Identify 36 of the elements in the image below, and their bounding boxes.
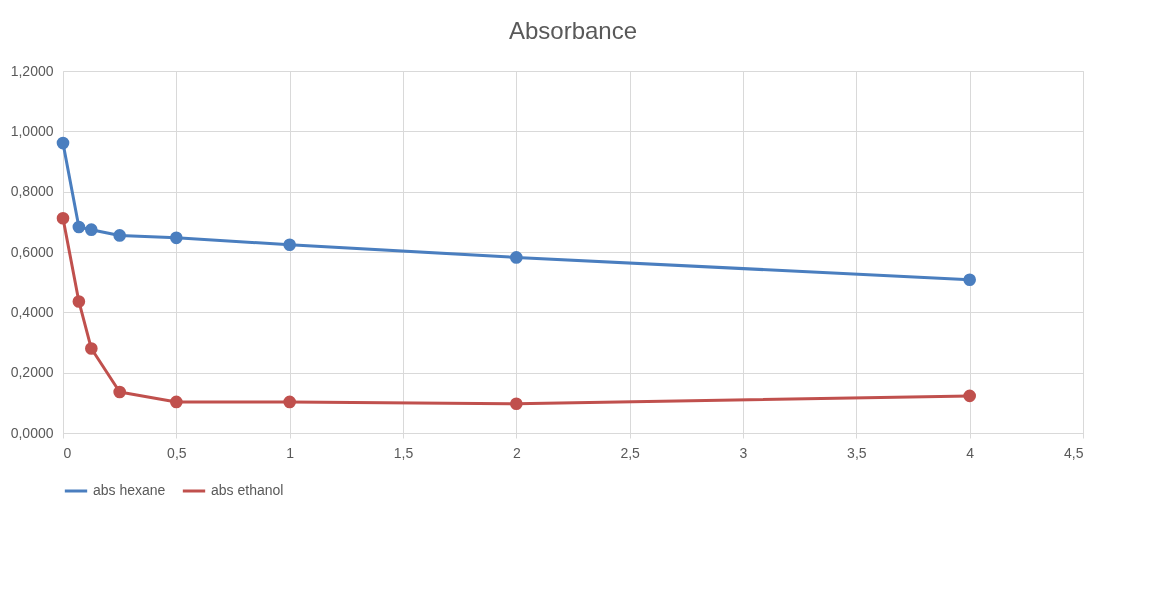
point: [283, 395, 296, 409]
x-tick-label: 3: [739, 444, 748, 461]
point: [963, 273, 976, 287]
y-tick-label: 0,6000: [10, 243, 54, 260]
x-tick-label: 2: [512, 444, 521, 461]
y-tick-label: 1,2000: [10, 62, 54, 79]
legend-label: abs ethanol: [211, 482, 284, 498]
x-tick-label: 1,5: [393, 444, 414, 461]
x-tick-label: 3,5: [847, 444, 867, 461]
point: [283, 238, 296, 252]
y-tick-label: 1,0000: [10, 122, 54, 139]
point: [113, 385, 126, 399]
point: [72, 295, 86, 308]
x-tick-label: 2,5: [620, 444, 641, 461]
y-tick-label: 0,0000: [10, 424, 54, 441]
point: [510, 251, 523, 264]
x-tick-label: 4,5: [1064, 444, 1084, 461]
legend-label: abs hexane: [93, 482, 166, 498]
point: [510, 397, 523, 411]
point: [85, 223, 98, 236]
x-tick-label: 4: [966, 444, 975, 461]
point: [113, 229, 126, 242]
point: [72, 220, 86, 234]
x-tick-label: 1: [286, 444, 295, 461]
x-tick-label: 0: [63, 444, 72, 461]
point: [963, 389, 976, 403]
y-tick-label: 0,4000: [10, 303, 54, 320]
point: [170, 231, 183, 245]
x-tick-label: 0,5: [167, 444, 187, 461]
point: [85, 342, 98, 355]
y-tick-label: 0,8000: [10, 183, 54, 200]
chart-title: Absorbance: [508, 17, 638, 44]
point: [56, 211, 70, 225]
y-tick-label: 0,2000: [10, 364, 54, 381]
point: [170, 395, 183, 409]
point: [56, 136, 70, 150]
